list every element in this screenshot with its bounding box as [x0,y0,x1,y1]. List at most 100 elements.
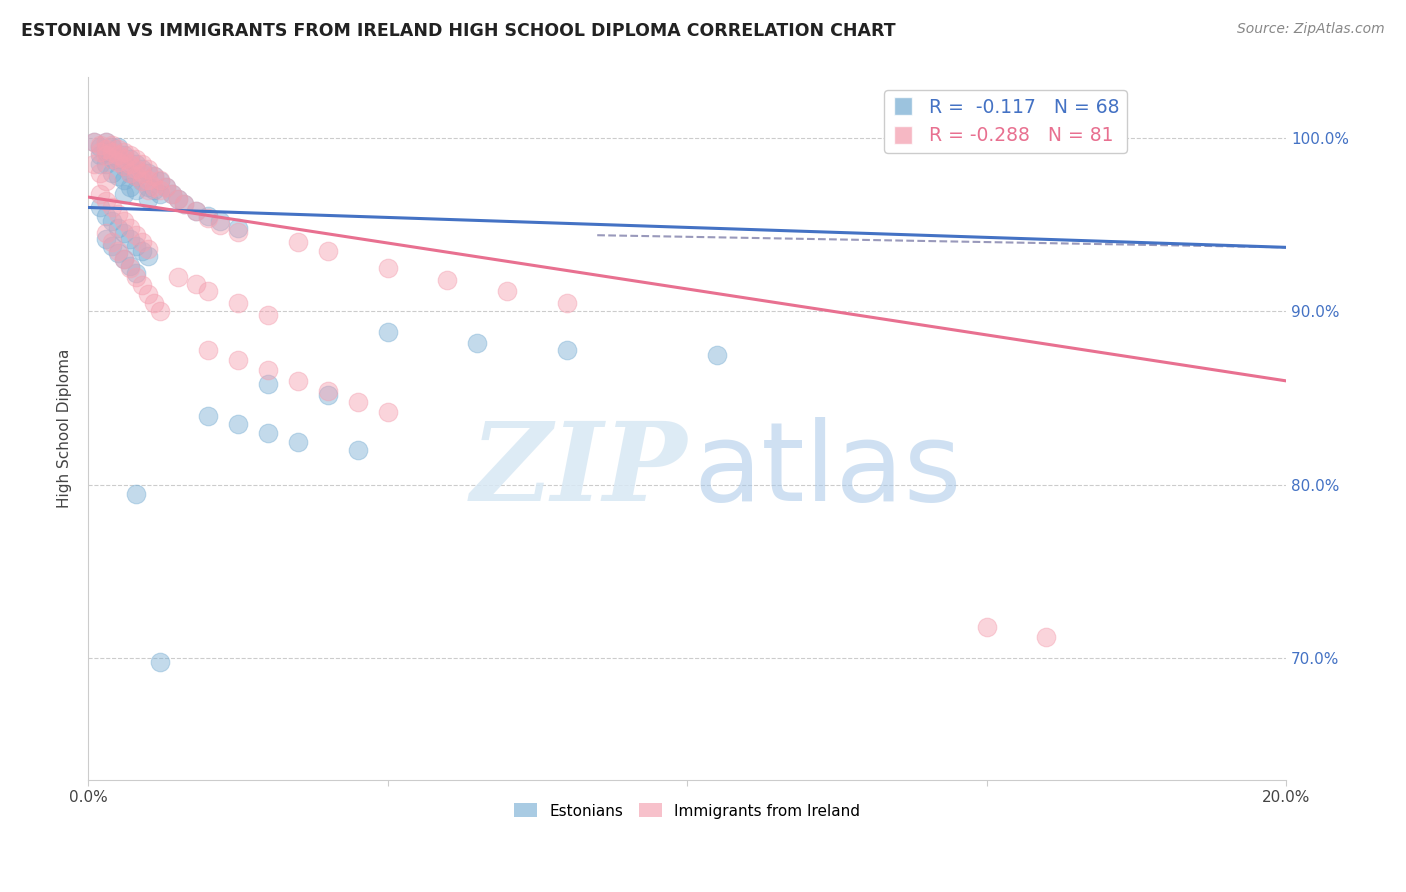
Point [256,425,278,440]
Point [1035,631,1057,645]
Point [89,166,111,180]
Point [120,166,142,180]
Point [136,242,159,256]
Point [107,142,129,156]
Point [149,174,172,188]
Point [107,152,129,166]
Point [149,172,172,186]
Legend: Estonians, Immigrants from Ireland: Estonians, Immigrants from Ireland [508,797,866,824]
Point [316,388,339,402]
Point [94,148,117,162]
Point [94,209,117,223]
Point [155,179,177,194]
Point [287,374,309,388]
Point [143,295,166,310]
Point [316,384,339,399]
Point [107,155,129,169]
Point [112,252,135,267]
Point [94,142,117,156]
Point [287,235,309,249]
Point [976,620,998,634]
Point [184,203,207,218]
Point [107,207,129,221]
Point [149,655,172,669]
Point [377,326,399,340]
Point [173,197,195,211]
Point [131,244,153,258]
Point [120,261,142,276]
Point [160,186,183,201]
Point [197,343,219,357]
Point [125,238,148,252]
Text: ZIP: ZIP [471,417,688,524]
Text: ESTONIAN VS IMMIGRANTS FROM IRELAND HIGH SCHOOL DIPLOMA CORRELATION CHART: ESTONIAN VS IMMIGRANTS FROM IRELAND HIGH… [21,22,896,40]
Point [120,166,142,180]
Point [89,148,111,162]
Point [136,172,159,186]
Point [125,157,148,171]
Point [125,169,148,184]
Point [101,140,124,154]
Point [136,287,159,301]
Point [107,140,129,154]
Point [125,486,148,500]
Point [112,186,135,201]
Point [120,157,142,171]
Point [143,183,166,197]
Point [101,152,124,166]
Text: atlas: atlas [693,417,962,524]
Point [226,221,249,235]
Point [94,194,117,208]
Point [125,169,148,184]
Point [167,192,190,206]
Point [346,394,368,409]
Point [149,183,172,197]
Text: Source: ZipAtlas.com: Source: ZipAtlas.com [1237,22,1385,37]
Point [89,201,111,215]
Point [89,140,111,154]
Point [101,166,124,180]
Point [160,186,183,201]
Point [89,186,111,201]
Point [83,135,105,149]
Point [94,145,117,159]
Point [256,308,278,322]
Point [101,235,124,249]
Point [287,434,309,449]
Point [467,335,489,350]
Point [555,295,578,310]
Point [226,225,249,239]
Y-axis label: High School Diploma: High School Diploma [58,349,72,508]
Point [83,157,105,171]
Point [125,269,148,284]
Point [136,162,159,177]
Point [120,221,142,235]
Point [107,221,129,235]
Point [101,145,124,159]
Point [94,157,117,171]
Point [208,214,231,228]
Point [112,148,135,162]
Point [131,157,153,171]
Point [226,295,249,310]
Point [131,278,153,293]
Point [136,183,159,197]
Point [256,377,278,392]
Point [155,179,177,194]
Point [112,152,135,166]
Point [94,135,117,149]
Point [94,232,117,246]
Point [316,244,339,258]
Point [136,192,159,206]
Point [167,269,190,284]
Point [107,148,129,162]
Point [131,162,153,177]
Point [101,138,124,153]
Point [125,228,148,243]
Point [125,266,148,280]
Point [131,174,153,188]
Point [496,284,519,298]
Point [125,162,148,177]
Point [112,159,135,173]
Point [226,417,249,432]
